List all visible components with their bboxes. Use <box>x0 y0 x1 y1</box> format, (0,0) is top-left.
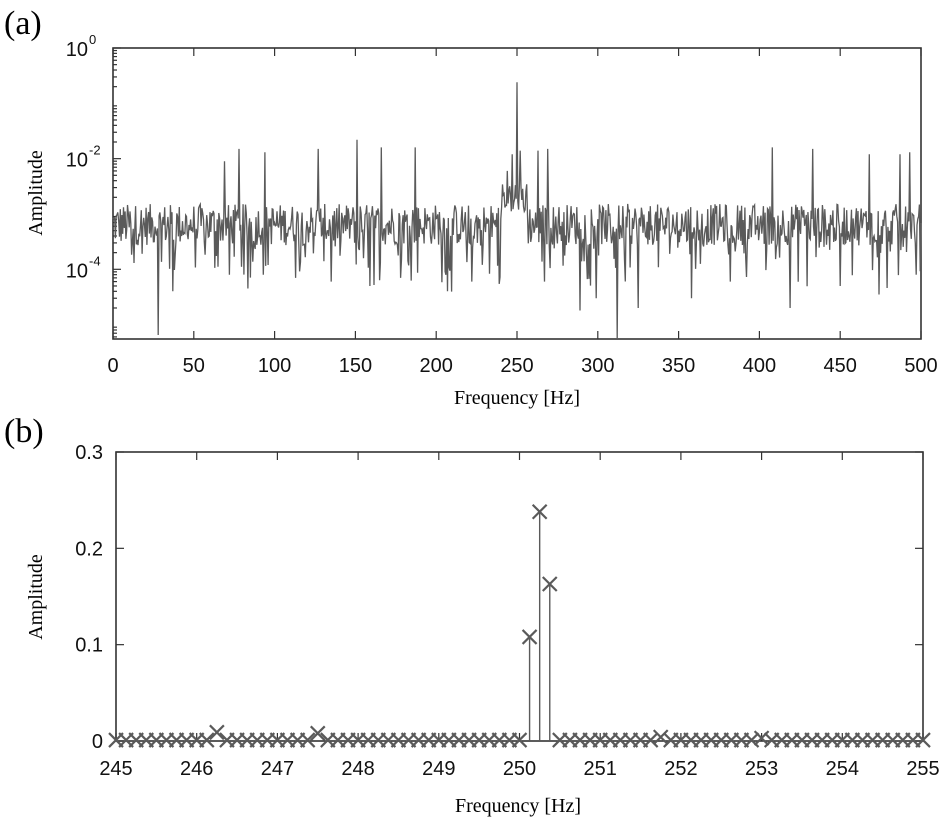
panel-b-x-axis: 245 246 247 248 249 250 251 252 253 254 255 <box>99 452 940 780</box>
stem-marker <box>915 732 931 748</box>
y-tick-label: 0.1 <box>75 635 103 657</box>
x-tick-label: 254 <box>826 758 859 780</box>
y-tick-label: 10 <box>66 39 88 61</box>
y-tick-label: 0.3 <box>75 442 103 464</box>
stem-marker <box>199 732 215 748</box>
panel-b-label: (b) <box>4 413 44 450</box>
x-tick-label: 247 <box>261 758 294 780</box>
y-tick-exponent: -2 <box>89 143 101 158</box>
x-tick-label: 200 <box>420 355 453 377</box>
x-tick-label: 252 <box>664 758 697 780</box>
panel-b-plot-frame <box>115 451 924 742</box>
x-tick-label: 250 <box>503 758 536 780</box>
stem-marker <box>642 732 659 748</box>
panel-b-y-axis-title: Amplitude <box>25 554 47 640</box>
stem-marker <box>541 576 558 592</box>
stem-marker <box>531 503 548 520</box>
y-tick-label: 0 <box>92 731 103 753</box>
x-tick-label: 251 <box>584 758 617 780</box>
x-tick-label: 450 <box>824 355 857 377</box>
panel-a-x-axis: 0 50 100 150 200 250 300 350 400 450 500 <box>107 48 938 377</box>
stem-marker <box>511 732 528 748</box>
x-tick-label: 249 <box>422 758 455 780</box>
y-tick-label: 10 <box>66 260 88 282</box>
x-tick-label: 255 <box>906 758 939 780</box>
x-tick-label: 300 <box>581 355 614 377</box>
x-tick-label: 400 <box>743 355 776 377</box>
x-tick-label: 246 <box>180 758 213 780</box>
x-tick-label: 253 <box>745 758 778 780</box>
x-tick-label: 0 <box>107 355 118 377</box>
stem-marker <box>652 729 669 745</box>
panel-a-y-axis-title: Amplitude <box>25 150 47 236</box>
spectrum-line <box>112 82 922 340</box>
stem-marker <box>309 725 326 742</box>
x-tick-label: 350 <box>662 355 695 377</box>
x-tick-label: 250 <box>500 355 533 377</box>
x-tick-label: 500 <box>904 355 937 377</box>
panel-a-series <box>112 82 922 340</box>
y-tick-exponent: -4 <box>89 253 101 268</box>
y-tick-label: 10 <box>66 150 88 172</box>
panel-b-series <box>108 503 931 748</box>
stem-marker <box>209 724 225 741</box>
x-tick-label: 100 <box>258 355 291 377</box>
x-tick-label: 245 <box>99 758 132 780</box>
y-tick-exponent: 0 <box>89 32 96 47</box>
panel-a-x-axis-title: Frequency [Hz] <box>454 387 580 409</box>
panel-b-x-axis-title: Frequency [Hz] <box>455 795 581 817</box>
x-tick-label: 50 <box>183 355 205 377</box>
x-tick-label: 248 <box>341 758 374 780</box>
panel-a-label: (a) <box>4 5 42 42</box>
x-tick-label: 150 <box>339 355 372 377</box>
y-tick-label: 0.2 <box>75 538 103 560</box>
stem-marker <box>743 732 760 748</box>
stem-marker <box>299 732 316 748</box>
panel-b-y-axis: 0 0.1 0.2 0.3 <box>75 442 923 753</box>
panel-b-spectrum-zoom: (b) 00.10.20.3 245 246 247 248 249 250 251 252 2… <box>4 413 940 817</box>
stem-marker <box>521 629 538 645</box>
